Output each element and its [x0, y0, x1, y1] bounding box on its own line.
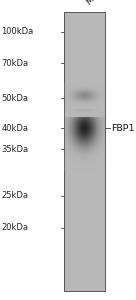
Text: 100kDa: 100kDa — [1, 27, 34, 36]
Text: MCF7: MCF7 — [84, 0, 108, 6]
Text: 50kDa: 50kDa — [1, 94, 28, 103]
Text: FBP1: FBP1 — [112, 124, 135, 133]
Text: 25kDa: 25kDa — [1, 191, 28, 200]
Text: 20kDa: 20kDa — [1, 224, 28, 232]
Text: 35kDa: 35kDa — [1, 145, 28, 154]
FancyBboxPatch shape — [64, 12, 105, 291]
Text: 70kDa: 70kDa — [1, 58, 28, 68]
Text: 40kDa: 40kDa — [1, 124, 28, 133]
